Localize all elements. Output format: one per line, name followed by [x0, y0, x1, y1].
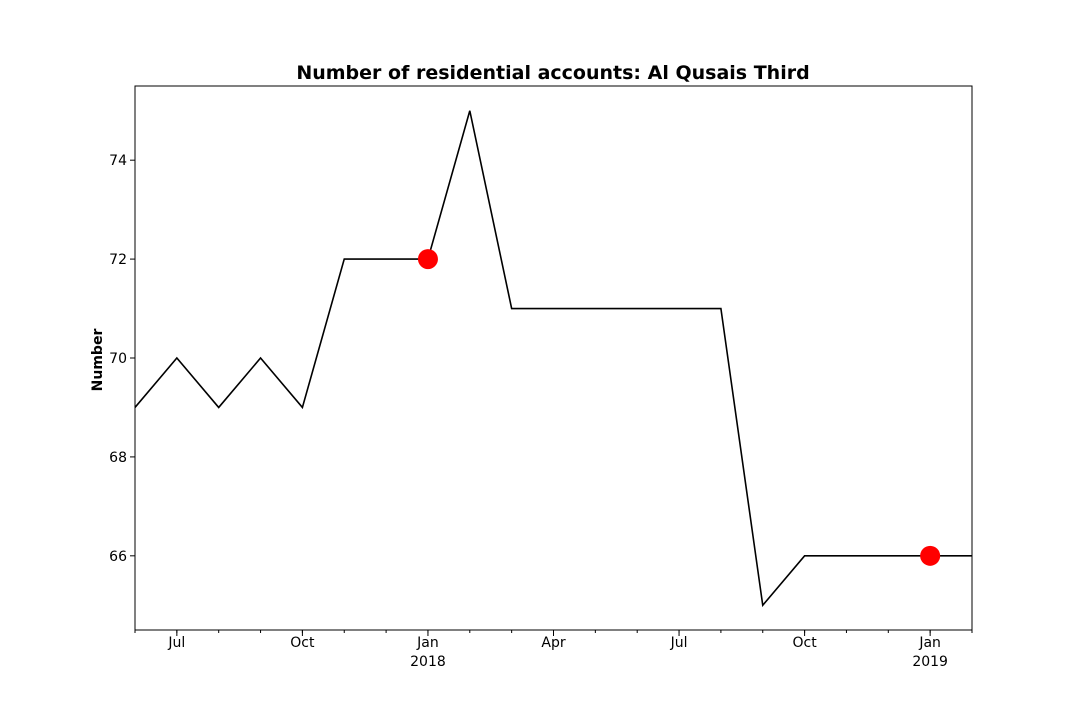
y-tick-label: 74 [109, 153, 127, 169]
x-tick-label: Jul [670, 635, 688, 651]
x-tick-label: Oct [290, 635, 315, 651]
chart-title: Number of residential accounts: Al Qusai… [296, 62, 809, 84]
marks-layer [134, 110, 972, 608]
highlight-point-0 [417, 249, 438, 270]
y-tick-label: 68 [109, 450, 127, 466]
x-tick-label: Apr [541, 635, 565, 651]
y-tick-label: 70 [109, 351, 127, 367]
highlight-point-1 [920, 545, 941, 566]
y-tick-label: 72 [109, 252, 127, 268]
y-axis-label: Number [90, 329, 106, 392]
x-tick-label: Oct [792, 635, 817, 651]
series-line-0 [134, 110, 972, 608]
ticks-layer: 66 68 70 72 74 Jul Oct Jan 2018 Apr Jul Oct Jan 2019 [109, 153, 973, 670]
x-tick-year-label: 2018 [410, 654, 446, 670]
y-tick-label: 66 [109, 549, 127, 565]
x-tick-label: Jul [167, 635, 185, 651]
x-tick-year-label: 2019 [912, 654, 948, 670]
x-tick-label: Jan [918, 635, 941, 651]
x-tick-label: Jan [416, 635, 439, 651]
